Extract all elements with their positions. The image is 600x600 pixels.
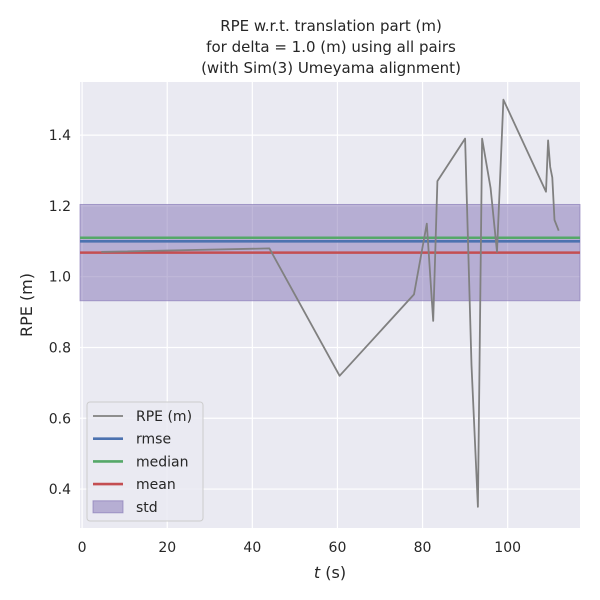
legend: RPE (m) rmse median mean std	[86, 401, 204, 522]
y-tick-label: 1.4	[49, 128, 71, 144]
x-tick-label: 0	[78, 540, 87, 556]
title-line-1: RPE w.r.t. translation part (m)	[220, 17, 442, 35]
x-axis-label-unit: (s)	[320, 563, 346, 582]
rpe-series-line	[101, 98, 560, 508]
y-tick-label: 0.6	[49, 411, 71, 427]
legend-std-swatch	[92, 500, 124, 514]
title-line-3: (with Sim(3) Umeyama alignment)	[201, 59, 461, 77]
y-axis-label: RPE (m)	[17, 273, 36, 337]
legend-mean-label: mean	[136, 477, 176, 493]
title-line-2: for delta = 1.0 (m) using all pairs	[206, 38, 456, 56]
y-tick-label: 1.2	[49, 199, 71, 215]
x-tick-label: 80	[414, 540, 432, 556]
x-tick-label: 20	[158, 540, 176, 556]
chart-title: RPE w.r.t. translation part (m) for delt…	[201, 17, 461, 77]
x-axis-ticks: 0 20 40 60 80 100	[78, 540, 521, 556]
x-axis-label: t (s)	[314, 563, 346, 582]
y-axis-ticks: 0.4 0.6 0.8 1.0 1.2 1.4	[49, 128, 71, 498]
legend-median-label: median	[136, 454, 188, 470]
y-tick-label: 0.4	[49, 482, 71, 498]
x-tick-label: 60	[329, 540, 347, 556]
y-tick-label: 1.0	[49, 270, 71, 286]
y-tick-label: 0.8	[49, 340, 71, 356]
legend-frame	[86, 401, 204, 522]
x-axis-label-variable: t	[314, 563, 321, 582]
x-tick-label: 40	[243, 540, 261, 556]
x-tick-label: 100	[494, 540, 521, 556]
legend-rmse-label: rmse	[136, 432, 171, 448]
legend-rpe-label: RPE (m)	[136, 409, 192, 425]
legend-std-label: std	[136, 500, 158, 516]
